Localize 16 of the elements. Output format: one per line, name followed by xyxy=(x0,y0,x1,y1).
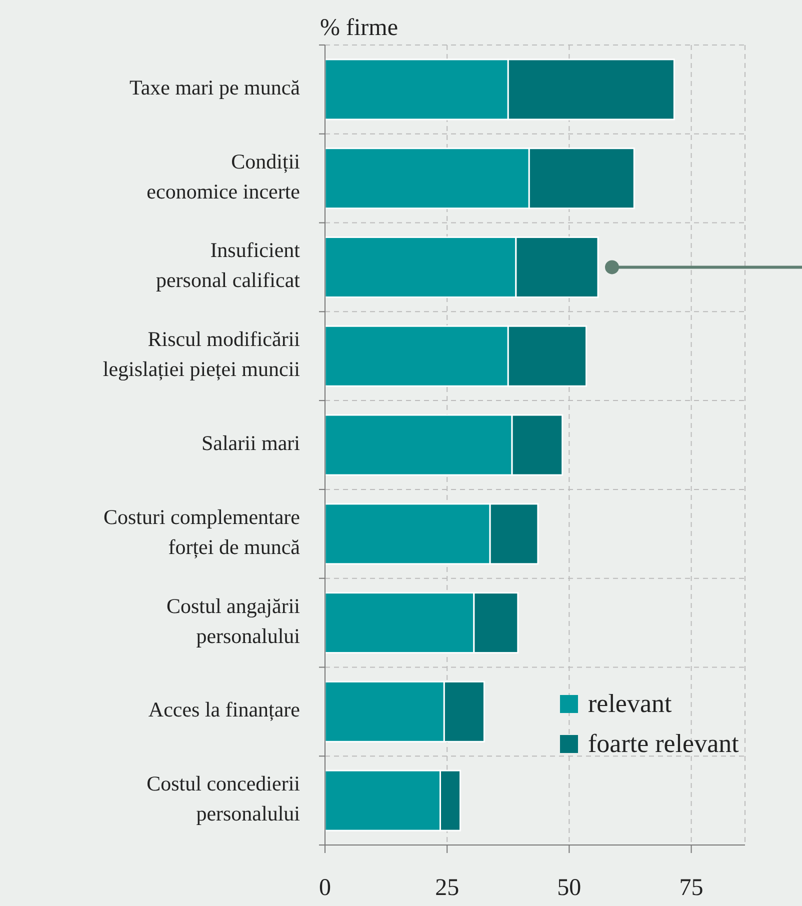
x-tick-label: 50 xyxy=(557,875,582,901)
legend-label: relevant xyxy=(588,689,672,718)
x-tick-label: 75 xyxy=(679,875,704,901)
legend-label: foarte relevant xyxy=(588,729,740,758)
x-tick-label: 0 xyxy=(319,875,331,901)
y-tick-label: Costul angajării personalului xyxy=(166,594,300,648)
y-tick-label: Insuficient personal calificat xyxy=(156,238,300,292)
y-tick-label: Costul concedierii personalului xyxy=(146,771,300,826)
y-tick-label: Riscul modificării legislației pieței muncii xyxy=(102,326,300,381)
y-axis-title: % firme xyxy=(320,15,398,41)
y-tick-label: Acces la finanțare xyxy=(148,697,300,722)
y-tick-label: Condiții economice incerte xyxy=(146,149,300,204)
y-tick-label: Salarii mari xyxy=(201,430,300,455)
y-tick-label: Taxe mari pe muncă xyxy=(129,75,301,100)
y-tick-label: Costuri complementare forței de muncă xyxy=(103,504,301,559)
x-tick-label: 25 xyxy=(435,875,460,901)
